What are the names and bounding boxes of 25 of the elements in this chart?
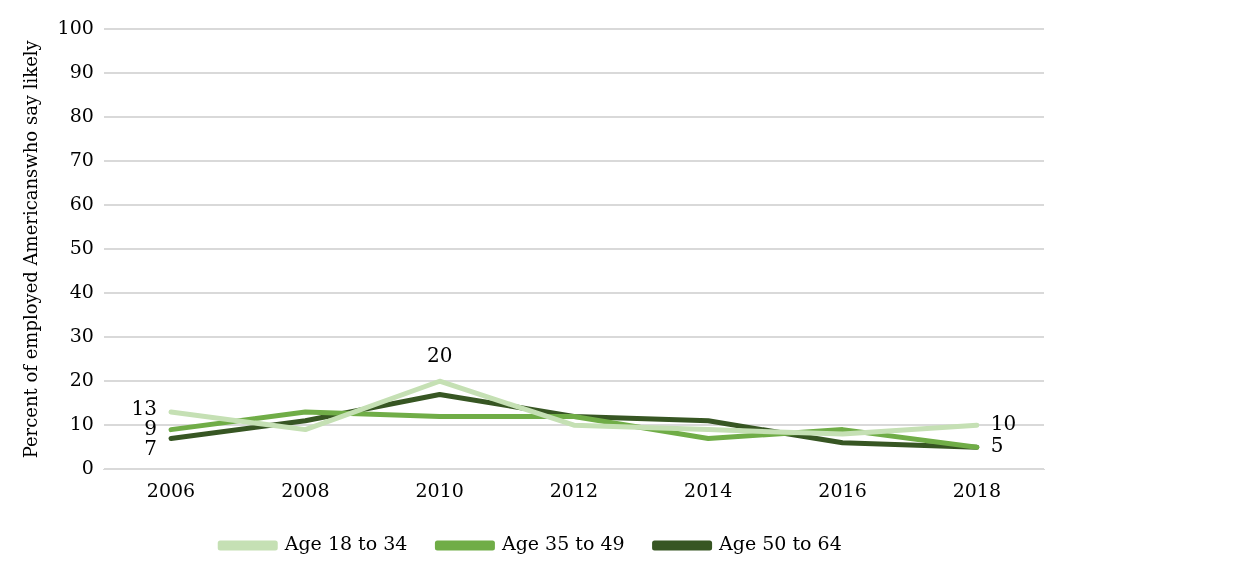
legend-label: Age 35 to 49: [500, 532, 625, 555]
x-tick-label: 2012: [549, 478, 599, 501]
y-tick-label: 60: [69, 192, 94, 215]
data-label: 5: [990, 433, 1004, 458]
x-tick-label: 2006: [146, 478, 196, 501]
legend-label: Age 50 to 64: [718, 532, 842, 555]
x-tick-label: 2010: [415, 478, 464, 501]
data-label: 20: [426, 343, 453, 368]
y-tick-label: 10: [69, 412, 94, 435]
y-tick-label: 90: [69, 60, 94, 83]
y-tick-label: 70: [69, 148, 94, 171]
x-tick-label: 2016: [818, 478, 867, 501]
x-tick-label: 2018: [952, 478, 1002, 501]
x-tick-label: 2014: [684, 478, 733, 501]
y-axis-title: Percent of employed Americanswho say likely: [20, 39, 42, 459]
y-tick-label: 20: [69, 368, 94, 391]
y-tick-label: 40: [69, 280, 94, 303]
data-label: 10: [990, 411, 1017, 436]
y-tick-label: 0: [81, 456, 94, 479]
legend-label: Age 18 to 34: [283, 532, 408, 555]
x-tick-label: 2008: [281, 478, 330, 501]
y-tick-label: 80: [69, 104, 94, 127]
y-tick-label: 50: [69, 236, 94, 259]
y-tick-label: 30: [69, 324, 94, 347]
y-tick-label: 100: [57, 16, 94, 39]
